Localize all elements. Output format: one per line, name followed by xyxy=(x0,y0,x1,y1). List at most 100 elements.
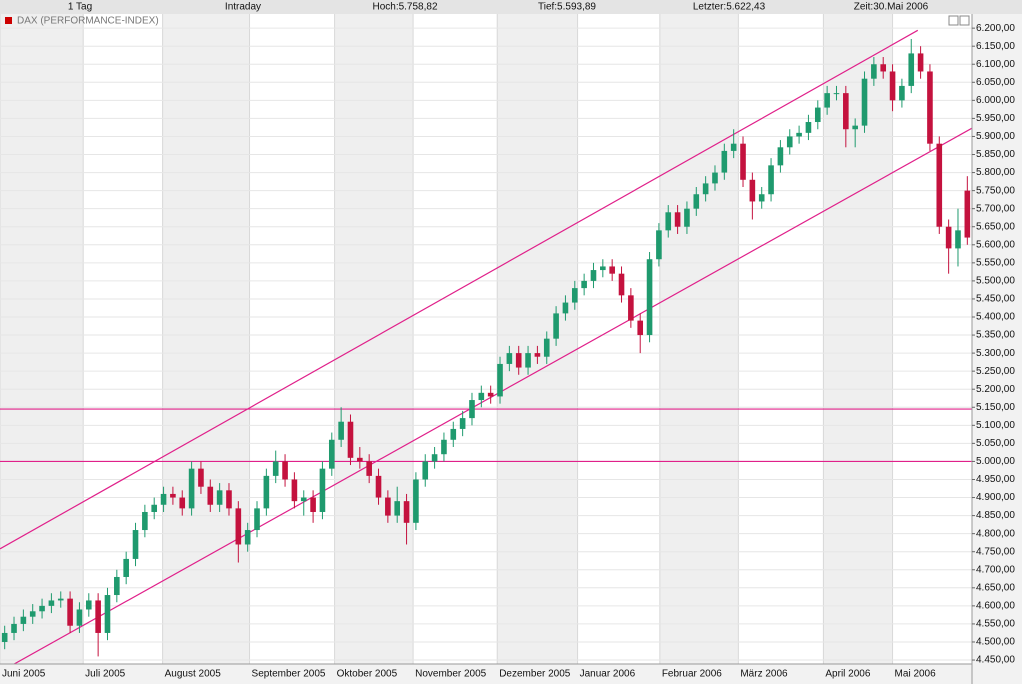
y-tick-label: 6.150,00 xyxy=(976,41,1015,52)
candle-body xyxy=(581,280,587,289)
y-tick-label: 4.850,00 xyxy=(976,510,1015,521)
candle-body xyxy=(964,190,971,238)
candle-body xyxy=(824,93,830,108)
candle-body xyxy=(431,454,438,462)
y-tick-label: 5.650,00 xyxy=(976,221,1015,232)
candle-body xyxy=(441,439,447,455)
y-tick-label: 4.450,00 xyxy=(976,655,1015,666)
candle-body xyxy=(357,457,363,462)
low: Tief:5.593,89 xyxy=(538,2,596,13)
y-tick-label: 5.050,00 xyxy=(976,438,1015,449)
candle-body xyxy=(805,122,812,133)
y-tick-label: 6.050,00 xyxy=(976,77,1015,88)
candle-body xyxy=(777,147,784,166)
y-tick-label: 4.800,00 xyxy=(976,528,1015,539)
chart-title: DAX (PERFORMANCE-INDEX) xyxy=(17,16,159,27)
x-tick-label: Mai 2006 xyxy=(895,669,937,680)
x-tick-label: Januar 2006 xyxy=(580,669,636,680)
candle-body xyxy=(684,208,690,227)
candle-body xyxy=(375,475,382,498)
candle-body xyxy=(142,511,148,531)
candle-body xyxy=(702,183,709,195)
period[interactable]: 1 Tag xyxy=(68,2,92,13)
candle-body xyxy=(394,501,401,516)
x-tick-label: Oktober 2005 xyxy=(337,669,398,680)
candle-body xyxy=(945,226,952,249)
candle-body xyxy=(366,461,372,476)
y-tick-label: 6.000,00 xyxy=(976,95,1015,106)
x-tick-label: Dezember 2005 xyxy=(499,669,571,680)
candle-body xyxy=(39,605,45,612)
candle-body xyxy=(235,508,242,545)
candle-body xyxy=(571,288,578,303)
month-band xyxy=(659,14,739,664)
month-band xyxy=(823,14,893,664)
candle-body xyxy=(244,530,251,545)
candle-body xyxy=(254,508,260,531)
candle-body xyxy=(665,212,672,231)
y-tick-label: 4.600,00 xyxy=(976,601,1015,612)
candle-body xyxy=(758,194,765,202)
candle-body xyxy=(114,576,120,596)
candle-body xyxy=(207,486,214,505)
y-tick-label: 5.950,00 xyxy=(976,113,1015,124)
time: Zeit:30.Mai 2006 xyxy=(854,2,929,13)
y-tick-label: 4.750,00 xyxy=(976,546,1015,557)
y-tick-label: 5.850,00 xyxy=(976,149,1015,160)
y-tick-label: 6.100,00 xyxy=(976,59,1015,70)
candle-body xyxy=(553,313,559,339)
candle-body xyxy=(170,493,176,498)
candle-body xyxy=(198,468,204,487)
close-button[interactable] xyxy=(959,15,970,26)
candle-body xyxy=(282,461,288,480)
y-tick-label: 5.000,00 xyxy=(976,456,1015,467)
y-tick-label: 5.500,00 xyxy=(976,276,1015,287)
candle-body xyxy=(590,270,597,281)
candle-body xyxy=(188,468,195,509)
y-tick-label: 4.500,00 xyxy=(976,637,1015,648)
candle-body xyxy=(76,609,83,626)
candle-body xyxy=(908,53,915,86)
candle-body xyxy=(899,85,905,101)
y-tick-label: 5.550,00 xyxy=(976,257,1015,268)
candle-body xyxy=(852,125,858,130)
y-tick-label: 5.200,00 xyxy=(976,384,1015,395)
y-tick-label: 4.650,00 xyxy=(976,582,1015,593)
candle-body xyxy=(48,600,55,606)
y-tick-label: 5.750,00 xyxy=(976,185,1015,196)
candle-body xyxy=(628,295,634,321)
candle-body xyxy=(609,266,615,274)
candle-body xyxy=(338,421,344,440)
y-tick-label: 5.600,00 xyxy=(976,239,1015,250)
mode[interactable]: Intraday xyxy=(225,2,261,13)
x-tick-label: Juni 2005 xyxy=(2,669,46,680)
trend-line xyxy=(0,29,919,550)
candle-body xyxy=(179,497,186,509)
candle-body xyxy=(1,632,8,642)
y-tick-label: 5.300,00 xyxy=(976,348,1015,359)
candle-body xyxy=(927,71,933,144)
month-band xyxy=(497,14,578,664)
candle-body xyxy=(160,493,167,505)
candle-body xyxy=(861,78,868,126)
high: Hoch:5.758,82 xyxy=(372,2,437,13)
candle-body xyxy=(814,107,821,123)
candle-body xyxy=(20,616,27,624)
x-tick-label: August 2005 xyxy=(165,669,222,680)
axis-panel xyxy=(972,14,1022,684)
candle-body xyxy=(871,64,877,79)
candle-body xyxy=(459,418,466,429)
candle-body xyxy=(310,497,316,512)
candle-body xyxy=(487,392,494,397)
candle-body xyxy=(263,475,270,509)
candle-body xyxy=(385,497,391,516)
candle-body xyxy=(618,273,625,296)
y-tick-label: 6.200,00 xyxy=(976,23,1015,34)
candle-body xyxy=(319,468,326,512)
candle-body xyxy=(67,598,73,626)
window-button[interactable] xyxy=(948,15,959,26)
candle-body xyxy=(543,338,550,357)
header-bar xyxy=(0,0,1022,14)
candle-body xyxy=(151,504,158,512)
